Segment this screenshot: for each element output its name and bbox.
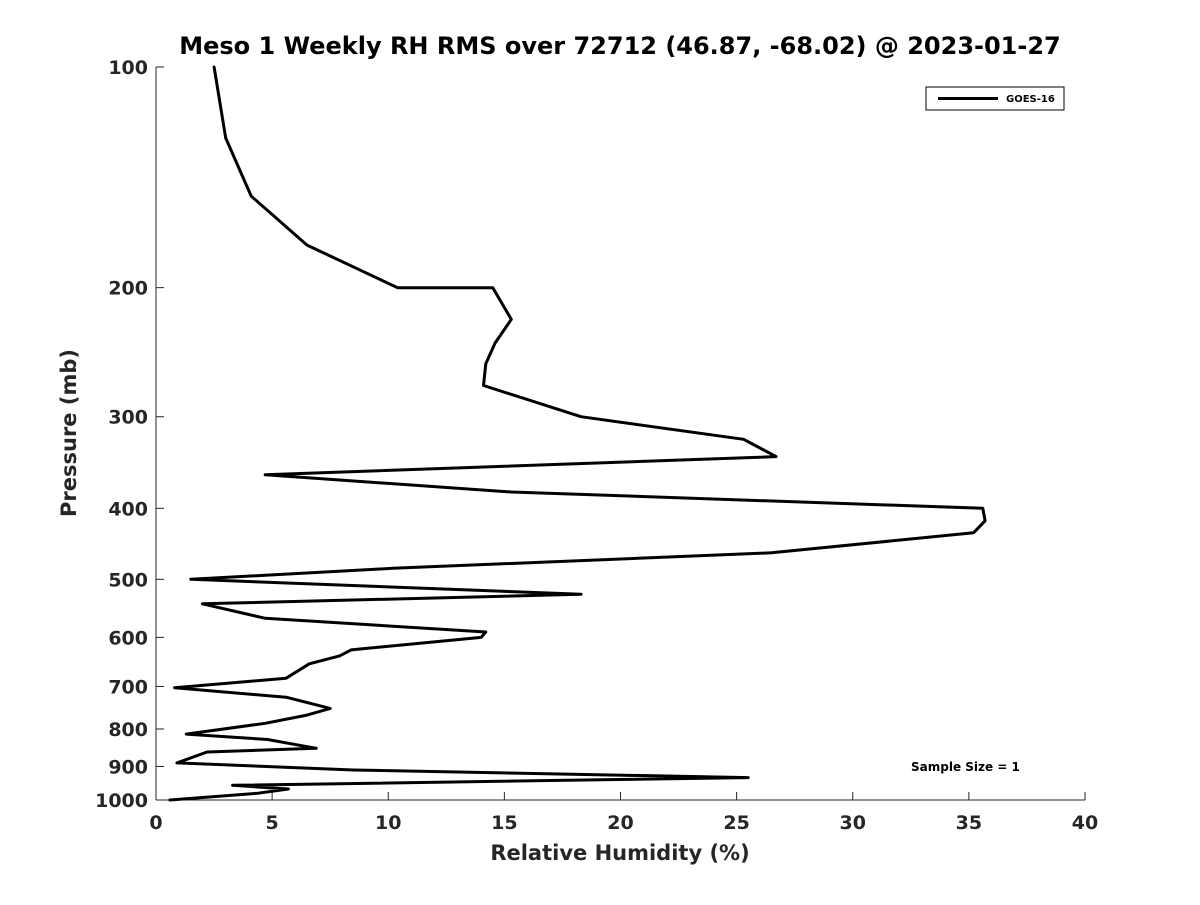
legend: GOES-16 bbox=[925, 86, 1065, 111]
x-tick-label: 10 bbox=[375, 812, 401, 834]
y-tick-label: 300 bbox=[108, 407, 148, 429]
axes: 0 5 10 15 20 25 30 35 40 100 200 300 400 500 600 700 800… bbox=[95, 57, 1098, 834]
y-axis-label: Pressure (mb) bbox=[57, 349, 81, 517]
legend-label-goes-16: GOES-16 bbox=[1006, 94, 1055, 105]
x-tick-label: 40 bbox=[1072, 812, 1098, 834]
y-tick-label: 1000 bbox=[95, 790, 148, 812]
chart-title: Meso 1 Weekly RH RMS over 72712 (46.87, … bbox=[179, 32, 1061, 60]
y-tick-label: 700 bbox=[108, 676, 148, 698]
x-tick-label: 25 bbox=[723, 812, 749, 834]
y-tick-label: 200 bbox=[108, 278, 148, 300]
y-tick-label: 400 bbox=[108, 498, 148, 520]
x-tick-label: 35 bbox=[956, 812, 982, 834]
y-tick-label: 100 bbox=[108, 57, 148, 79]
sample-size-annotation: Sample Size = 1 bbox=[911, 760, 1020, 774]
y-tick-label: 800 bbox=[108, 719, 148, 741]
y-tick-label: 500 bbox=[108, 569, 148, 591]
x-tick-label: 0 bbox=[149, 812, 162, 834]
x-tick-label: 30 bbox=[840, 812, 866, 834]
series-layer bbox=[168, 65, 987, 802]
x-tick-label: 15 bbox=[491, 812, 517, 834]
x-axis-label: Relative Humidity (%) bbox=[490, 841, 749, 865]
y-tick-label: 900 bbox=[108, 756, 148, 778]
series-line-goes-16 bbox=[168, 65, 987, 802]
x-tick-label: 20 bbox=[607, 812, 633, 834]
x-tick-label: 5 bbox=[266, 812, 279, 834]
y-tick-label: 600 bbox=[108, 627, 148, 649]
